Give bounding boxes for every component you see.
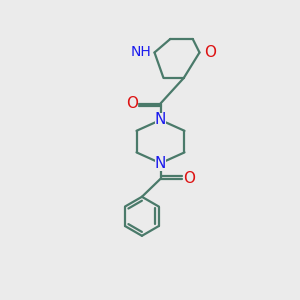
Text: NH: NH xyxy=(131,46,152,59)
Text: N: N xyxy=(155,156,166,171)
Text: O: O xyxy=(183,171,195,186)
Text: O: O xyxy=(126,96,138,111)
Text: N: N xyxy=(155,112,166,128)
Text: O: O xyxy=(204,45,216,60)
